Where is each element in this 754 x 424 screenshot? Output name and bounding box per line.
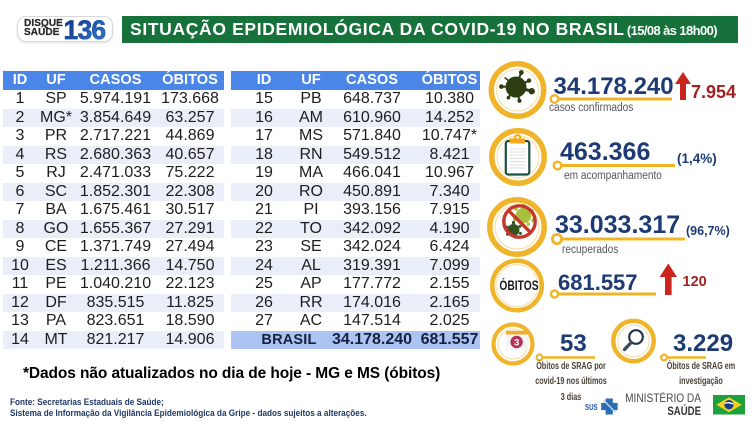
svg-text:3: 3 — [514, 338, 519, 349]
